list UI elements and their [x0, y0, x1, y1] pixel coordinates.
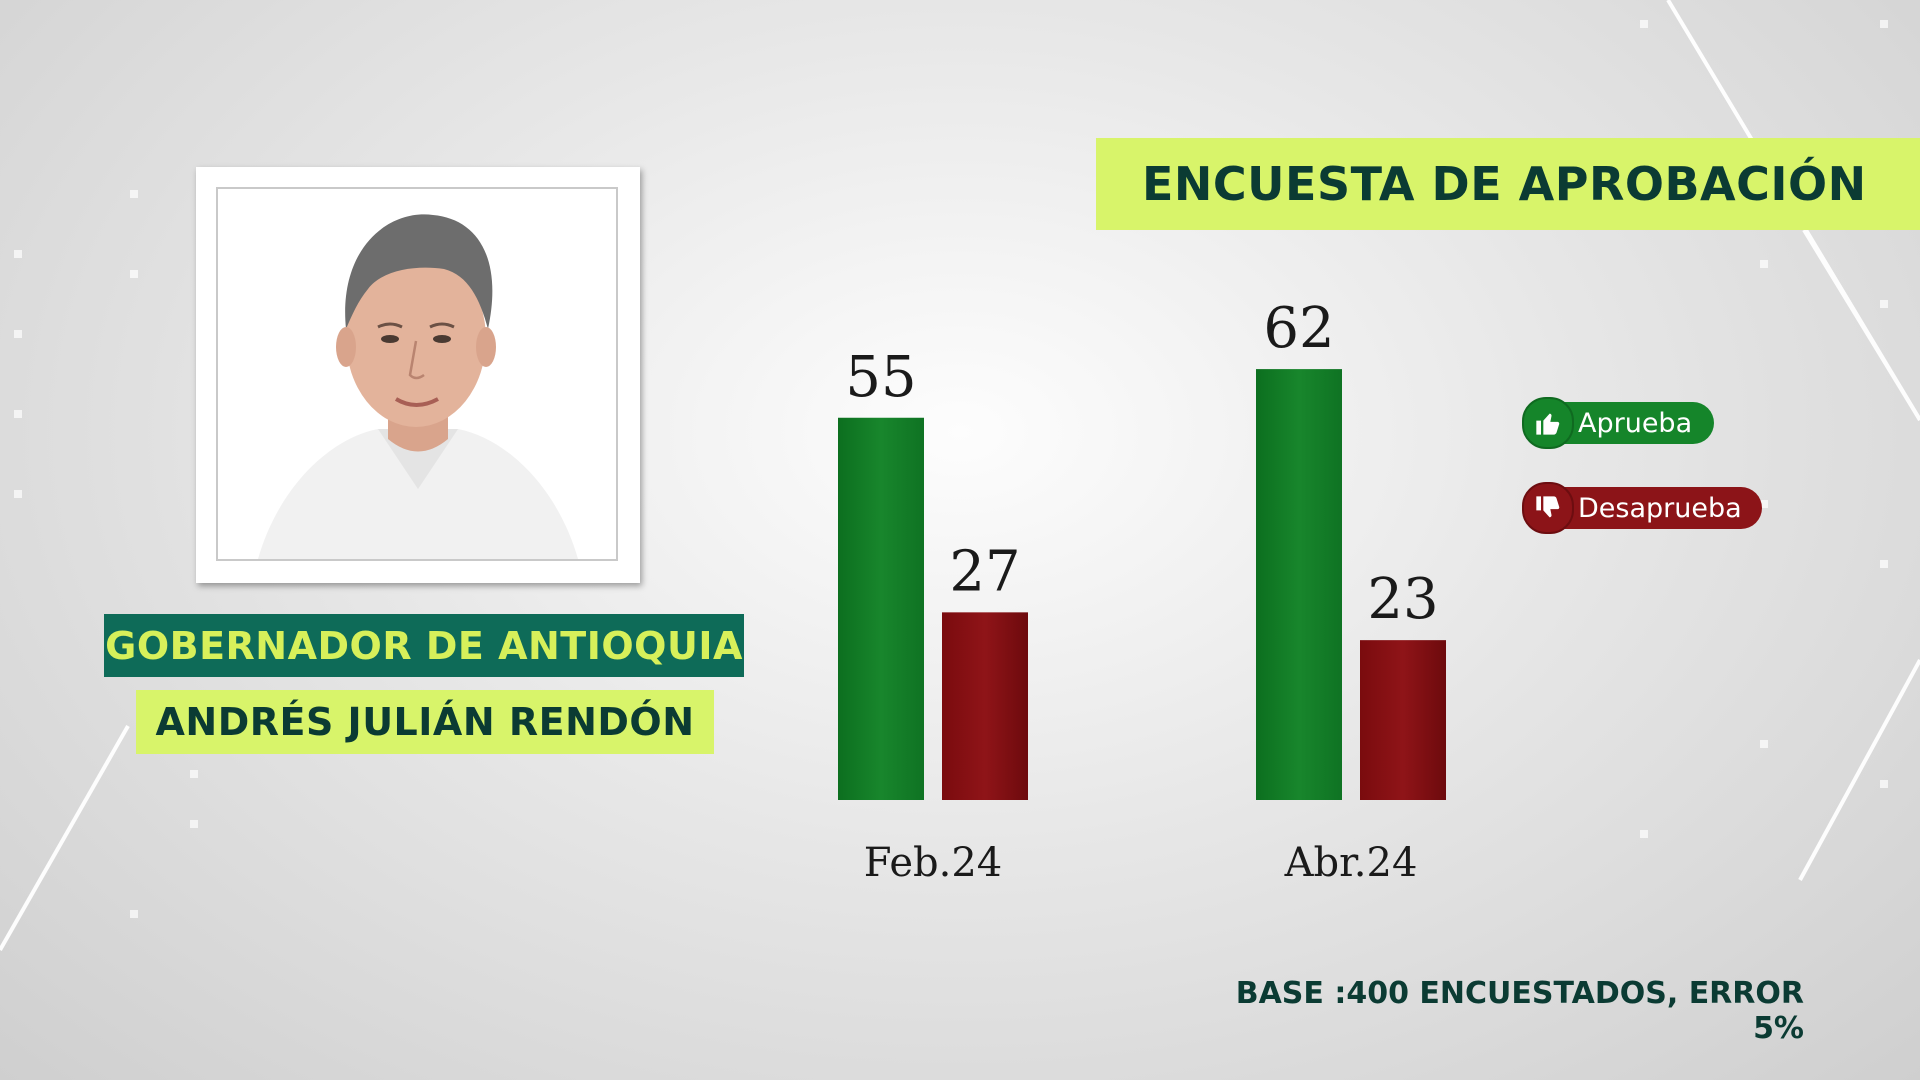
legend-approve-label: Aprueba: [1578, 407, 1693, 439]
chart-title-banner: ENCUESTA DE APROBACIÓN: [1096, 138, 1920, 230]
category-label-2: Abr.24: [1284, 840, 1418, 886]
portrait-frame: [196, 167, 640, 583]
category-label-1: Feb.24: [864, 840, 1002, 886]
legend-approve: Aprueba: [1522, 397, 1714, 449]
data-label-disapprove-1: 27: [949, 539, 1020, 604]
data-label-approve-2: 62: [1263, 296, 1334, 361]
legend-disapprove: Desaprueba: [1522, 482, 1762, 534]
approval-bar-chart: 55 27 Feb.24 62 23 Abr.24: [838, 296, 1446, 886]
thumbs-down-icon: [1522, 482, 1574, 534]
portrait-photo: [216, 187, 618, 561]
thumbs-up-icon: [1522, 397, 1574, 449]
legend-disapprove-label: Desaprueba: [1578, 492, 1742, 524]
portrait-image: [218, 189, 616, 559]
bar-disapprove-1: [942, 612, 1028, 800]
data-label-disapprove-2: 23: [1367, 567, 1438, 632]
name-banner: ANDRÉS JULIÁN RENDÓN: [136, 690, 714, 754]
data-label-approve-1: 55: [845, 345, 916, 410]
bar-approve-2: [1256, 369, 1342, 800]
role-banner: GOBERNADOR DE ANTIOQUIA: [104, 614, 744, 677]
survey-base-note: BASE :400 ENCUESTADOS, ERROR 5%: [1235, 976, 1804, 1046]
bar-approve-1: [838, 417, 924, 800]
chart-title: ENCUESTA DE APROBACIÓN: [1142, 157, 1867, 211]
bar-disapprove-2: [1360, 640, 1446, 800]
